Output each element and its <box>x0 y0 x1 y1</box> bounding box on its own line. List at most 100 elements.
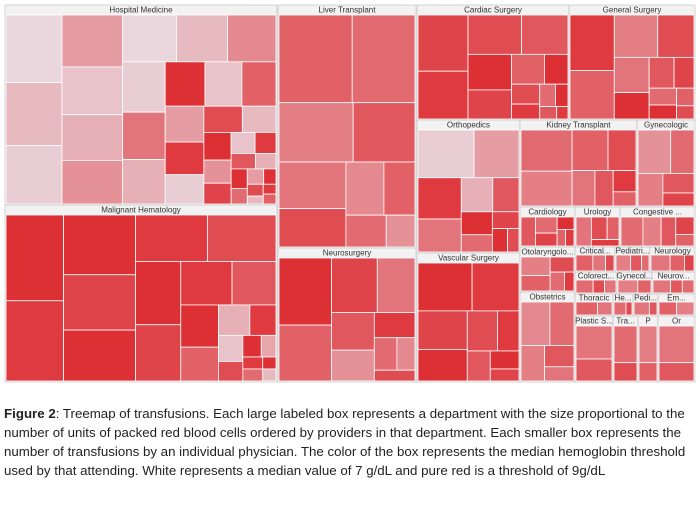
physician-box <box>675 233 695 247</box>
physician-box <box>278 161 347 210</box>
physician-box <box>5 300 64 382</box>
department-label: Neurov... <box>658 272 690 281</box>
physician-box <box>263 168 277 185</box>
physician-box <box>491 211 520 229</box>
physician-box <box>590 239 620 247</box>
physician-box <box>417 177 462 220</box>
physician-box <box>638 362 658 382</box>
physician-box <box>633 301 650 316</box>
physician-box <box>254 131 277 154</box>
physician-box <box>491 228 508 253</box>
physician-box <box>460 211 493 236</box>
physician-box <box>5 14 63 83</box>
physician-box <box>648 56 675 89</box>
physician-box <box>218 304 251 336</box>
physician-box <box>467 89 512 120</box>
physician-box <box>648 104 677 120</box>
department-label: Neurology <box>654 247 690 256</box>
physician-box <box>556 216 575 230</box>
physician-box <box>575 279 594 294</box>
physician-box <box>637 279 652 294</box>
physician-box <box>613 301 627 316</box>
physician-box <box>61 66 124 116</box>
physician-box <box>331 349 375 382</box>
physician-box <box>615 254 632 272</box>
physician-box <box>625 301 633 316</box>
physician-box <box>246 183 264 197</box>
physician-box <box>176 14 228 63</box>
physician-box <box>604 279 617 294</box>
physician-box <box>61 159 124 205</box>
physician-box <box>203 159 232 184</box>
department-label: Colorect... <box>578 272 614 281</box>
physician-box <box>597 301 613 316</box>
physician-box <box>241 61 277 107</box>
physician-box <box>658 325 695 364</box>
physician-box <box>61 14 124 68</box>
physician-box <box>417 262 473 312</box>
physician-box <box>373 312 416 339</box>
physician-box <box>417 349 468 382</box>
physician-box <box>417 218 462 253</box>
department-label: General Surgery <box>603 6 662 15</box>
physician-box <box>605 254 615 272</box>
physician-box <box>262 368 277 382</box>
department-label: Vascular Surgery <box>438 254 499 263</box>
physician-box <box>620 216 644 247</box>
physician-box <box>63 214 136 276</box>
physician-box <box>571 129 609 171</box>
physician-box <box>590 216 608 240</box>
physician-box <box>613 14 659 58</box>
physician-box <box>676 105 695 120</box>
physician-box <box>613 56 650 93</box>
physician-box <box>227 14 277 63</box>
department-label: Kidney Transplant <box>546 121 611 130</box>
physician-box <box>521 14 569 55</box>
physician-box <box>135 324 182 382</box>
physician-box <box>637 129 672 174</box>
physician-box <box>230 153 257 170</box>
physician-box <box>467 14 522 55</box>
department-label: Thoracic <box>579 294 610 303</box>
physician-box <box>520 275 551 292</box>
physician-box <box>592 254 606 272</box>
physician-box <box>278 257 332 326</box>
department-label: Liver Transplant <box>319 6 377 15</box>
physician-box <box>396 337 416 371</box>
physician-box <box>5 214 64 302</box>
physician-box <box>535 232 558 247</box>
physician-box <box>417 310 468 350</box>
physician-box <box>466 350 491 382</box>
physician-box <box>203 105 243 133</box>
physician-box <box>207 214 277 262</box>
physician-box <box>544 53 569 85</box>
department-label: Or <box>672 317 681 326</box>
physician-box <box>242 356 264 370</box>
physician-box <box>648 301 658 316</box>
physician-box <box>122 159 166 205</box>
physician-box <box>556 106 569 120</box>
physician-box <box>260 334 277 358</box>
physician-box <box>658 301 677 316</box>
physician-box <box>246 168 265 185</box>
physician-box <box>565 229 575 247</box>
physician-box <box>606 216 620 240</box>
physician-box <box>675 216 695 235</box>
physician-box <box>376 257 416 313</box>
physician-box <box>242 368 264 382</box>
physician-box <box>203 131 232 161</box>
physician-box <box>549 271 565 292</box>
physician-box <box>460 234 493 253</box>
physician-box <box>549 301 575 346</box>
department-label: Hospital Medicine <box>109 6 173 15</box>
department-label: Otolaryngolo... <box>521 248 573 257</box>
physician-box <box>492 177 520 213</box>
department-label: Gynecologic <box>644 121 688 130</box>
physician-box <box>218 361 244 382</box>
physician-box <box>539 106 558 120</box>
physician-box <box>246 195 264 205</box>
physician-box <box>278 14 353 104</box>
physician-box <box>262 356 277 370</box>
physician-box <box>164 105 205 143</box>
